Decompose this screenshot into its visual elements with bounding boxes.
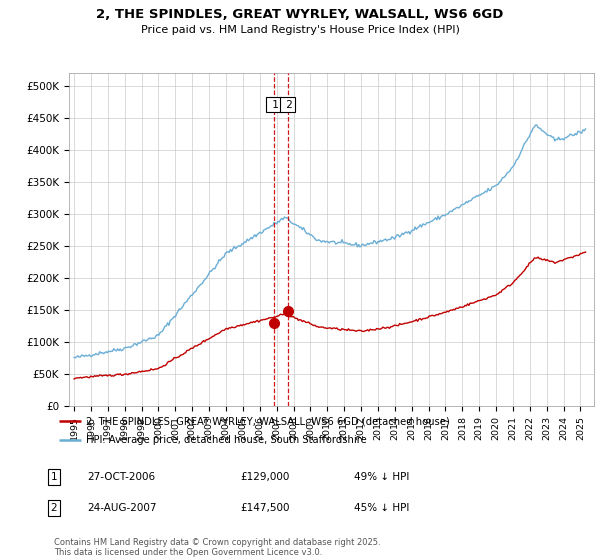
Text: Price paid vs. HM Land Registry's House Price Index (HPI): Price paid vs. HM Land Registry's House …	[140, 25, 460, 35]
Text: 27-OCT-2006: 27-OCT-2006	[87, 472, 155, 482]
Text: 2: 2	[283, 100, 293, 110]
Text: HPI: Average price, detached house, South Staffordshire: HPI: Average price, detached house, Sout…	[86, 435, 367, 445]
Text: 1: 1	[269, 100, 278, 110]
Text: 49% ↓ HPI: 49% ↓ HPI	[354, 472, 409, 482]
Text: 2: 2	[50, 503, 58, 513]
Text: 45% ↓ HPI: 45% ↓ HPI	[354, 503, 409, 513]
Text: Contains HM Land Registry data © Crown copyright and database right 2025.
This d: Contains HM Land Registry data © Crown c…	[54, 538, 380, 557]
Text: £129,000: £129,000	[240, 472, 289, 482]
Text: 2, THE SPINDLES, GREAT WYRLEY, WALSALL, WS6 6GD (detached house): 2, THE SPINDLES, GREAT WYRLEY, WALSALL, …	[86, 417, 450, 426]
Text: £147,500: £147,500	[240, 503, 290, 513]
Text: 1: 1	[50, 472, 58, 482]
Text: 24-AUG-2007: 24-AUG-2007	[87, 503, 157, 513]
Text: 2, THE SPINDLES, GREAT WYRLEY, WALSALL, WS6 6GD: 2, THE SPINDLES, GREAT WYRLEY, WALSALL, …	[97, 8, 503, 21]
